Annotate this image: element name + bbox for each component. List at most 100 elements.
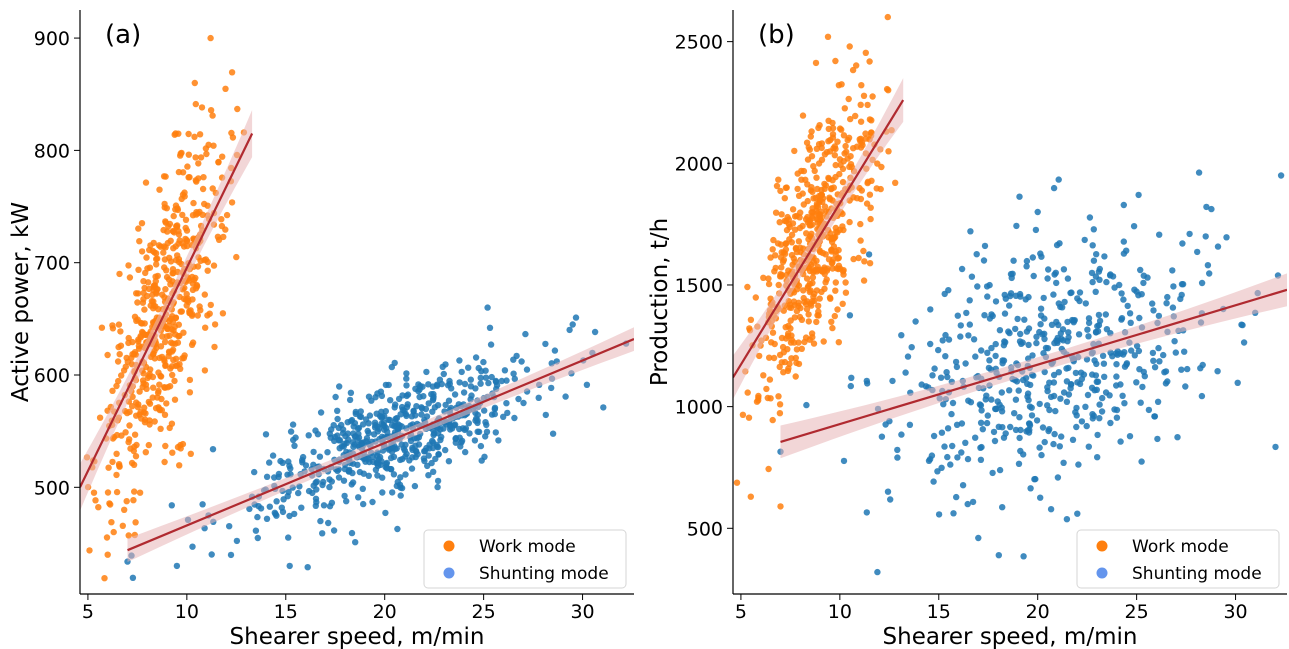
data-point xyxy=(1025,396,1032,404)
data-point xyxy=(906,421,914,428)
data-point xyxy=(289,421,297,428)
data-point xyxy=(744,283,751,291)
data-point xyxy=(834,138,841,145)
data-point xyxy=(942,331,949,339)
data-point xyxy=(830,243,838,250)
data-point xyxy=(161,411,169,418)
data-point xyxy=(939,337,946,344)
data-point xyxy=(840,271,847,278)
data-point xyxy=(295,489,302,497)
y-tick-label: 1000 xyxy=(675,397,723,419)
data-point xyxy=(326,483,333,491)
data-point xyxy=(1022,374,1030,382)
data-point xyxy=(1164,293,1171,301)
data-point xyxy=(171,229,178,236)
data-point xyxy=(150,384,157,391)
data-point xyxy=(797,209,804,216)
data-point xyxy=(927,306,934,313)
data-point xyxy=(113,382,120,390)
data-point xyxy=(1163,300,1170,307)
fit-line xyxy=(780,288,1287,443)
data-point xyxy=(885,148,892,155)
data-point xyxy=(959,482,967,489)
data-point xyxy=(185,151,192,158)
data-point xyxy=(1078,418,1086,425)
data-point xyxy=(1023,257,1031,265)
data-point xyxy=(1133,342,1141,350)
data-point xyxy=(784,367,792,375)
data-point xyxy=(103,534,111,541)
data-point xyxy=(810,195,817,202)
data-point xyxy=(842,289,850,296)
data-point xyxy=(174,443,182,451)
data-point xyxy=(1072,369,1080,377)
data-point xyxy=(1056,443,1064,450)
data-point xyxy=(830,234,837,241)
data-point xyxy=(755,392,762,400)
data-point xyxy=(1178,366,1185,373)
data-point xyxy=(1064,275,1072,282)
data-point xyxy=(171,396,179,403)
data-point xyxy=(1090,257,1098,264)
data-point xyxy=(803,305,811,313)
data-point xyxy=(868,117,875,124)
x-tick-label: 5 xyxy=(82,601,94,623)
data-point xyxy=(894,446,901,454)
data-point xyxy=(477,442,485,450)
data-point xyxy=(778,264,785,271)
data-point xyxy=(228,199,236,206)
data-point xyxy=(1089,278,1096,286)
data-point xyxy=(207,107,215,114)
data-point xyxy=(795,339,802,346)
data-point xyxy=(365,472,372,479)
data-point xyxy=(341,440,348,447)
data-point xyxy=(1017,293,1024,300)
data-point xyxy=(186,308,193,315)
data-point xyxy=(996,327,1004,334)
data-point xyxy=(902,369,909,376)
data-point xyxy=(991,437,999,445)
data-point xyxy=(569,321,576,328)
data-point xyxy=(1006,302,1013,309)
data-point xyxy=(210,262,218,269)
data-point xyxy=(1025,341,1032,349)
data-point xyxy=(809,274,817,281)
data-point xyxy=(1036,400,1043,408)
data-point xyxy=(223,211,231,219)
data-point xyxy=(345,436,352,443)
data-point xyxy=(949,399,957,407)
data-point xyxy=(787,317,794,324)
data-point xyxy=(171,377,178,385)
data-point xyxy=(108,519,115,526)
data-point xyxy=(1045,427,1052,435)
data-point xyxy=(811,167,818,175)
data-point xyxy=(1036,444,1043,451)
data-point xyxy=(1028,412,1036,419)
data-point xyxy=(1174,434,1181,441)
data-point xyxy=(425,472,432,479)
data-point xyxy=(452,435,459,442)
data-point xyxy=(380,421,387,429)
data-point xyxy=(834,229,841,236)
data-point xyxy=(104,351,111,359)
data-point xyxy=(1140,279,1147,287)
data-point xyxy=(747,316,755,323)
data-point xyxy=(944,425,952,432)
data-point xyxy=(325,519,332,527)
data-point xyxy=(1103,278,1110,286)
data-point xyxy=(984,412,991,419)
data-point xyxy=(809,214,816,222)
data-point xyxy=(423,368,430,376)
data-point xyxy=(825,125,832,133)
data-point xyxy=(142,410,149,417)
data-point xyxy=(179,440,187,448)
data-point xyxy=(860,247,867,255)
data-point xyxy=(1136,366,1143,373)
data-point xyxy=(769,246,776,253)
data-point xyxy=(172,331,179,338)
data-point xyxy=(149,394,156,401)
data-point xyxy=(844,136,851,144)
data-point xyxy=(1030,272,1037,280)
data-point xyxy=(202,324,209,331)
data-point xyxy=(504,409,511,417)
